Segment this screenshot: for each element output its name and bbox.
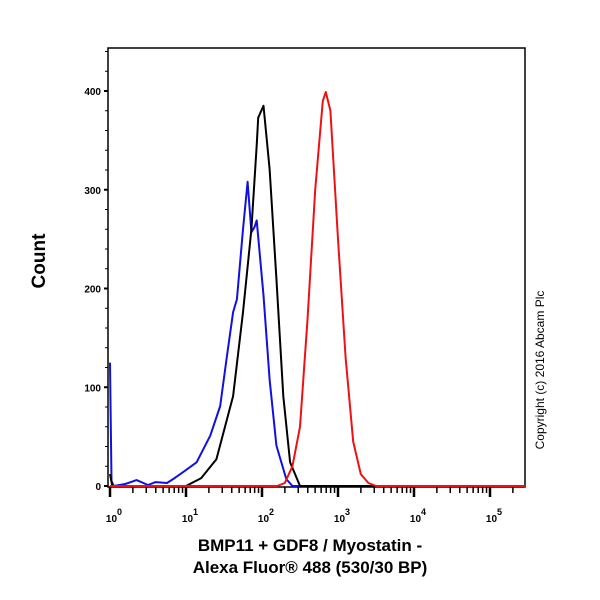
x-tick-label: 104 — [410, 507, 426, 525]
x-axis-label-line2: Alexa Fluor® 488 (530/30 BP) — [192, 558, 428, 577]
x-axis: 100 101 102 103 104 105 — [106, 487, 514, 525]
x-tick-label: 102 — [258, 507, 274, 525]
x-axis-label-line1: BMP11 + GDF8 / Myostatin - — [197, 536, 423, 555]
y-axis: 0 100 200 300 400 — [84, 51, 108, 493]
y-tick-label: 300 — [84, 186, 101, 197]
x-tick-label: 101 — [182, 507, 198, 525]
copyright-text: Copyright (c) 2016 Abcam Plc — [533, 290, 547, 450]
x-tick-label: 100 — [106, 507, 122, 525]
series-red-line — [110, 91, 526, 487]
y-tick-label: 0 — [95, 482, 101, 493]
x-tick-label: 103 — [334, 507, 350, 525]
plot-frame — [107, 47, 526, 488]
x-tick-label: 105 — [486, 507, 502, 525]
series-blue-line — [109, 180, 526, 487]
series-group — [109, 91, 526, 487]
y-tick-label: 200 — [84, 285, 101, 296]
y-tick-label: 400 — [84, 87, 101, 98]
y-tick-label: 100 — [84, 383, 101, 394]
y-axis-label: Count — [29, 233, 50, 289]
